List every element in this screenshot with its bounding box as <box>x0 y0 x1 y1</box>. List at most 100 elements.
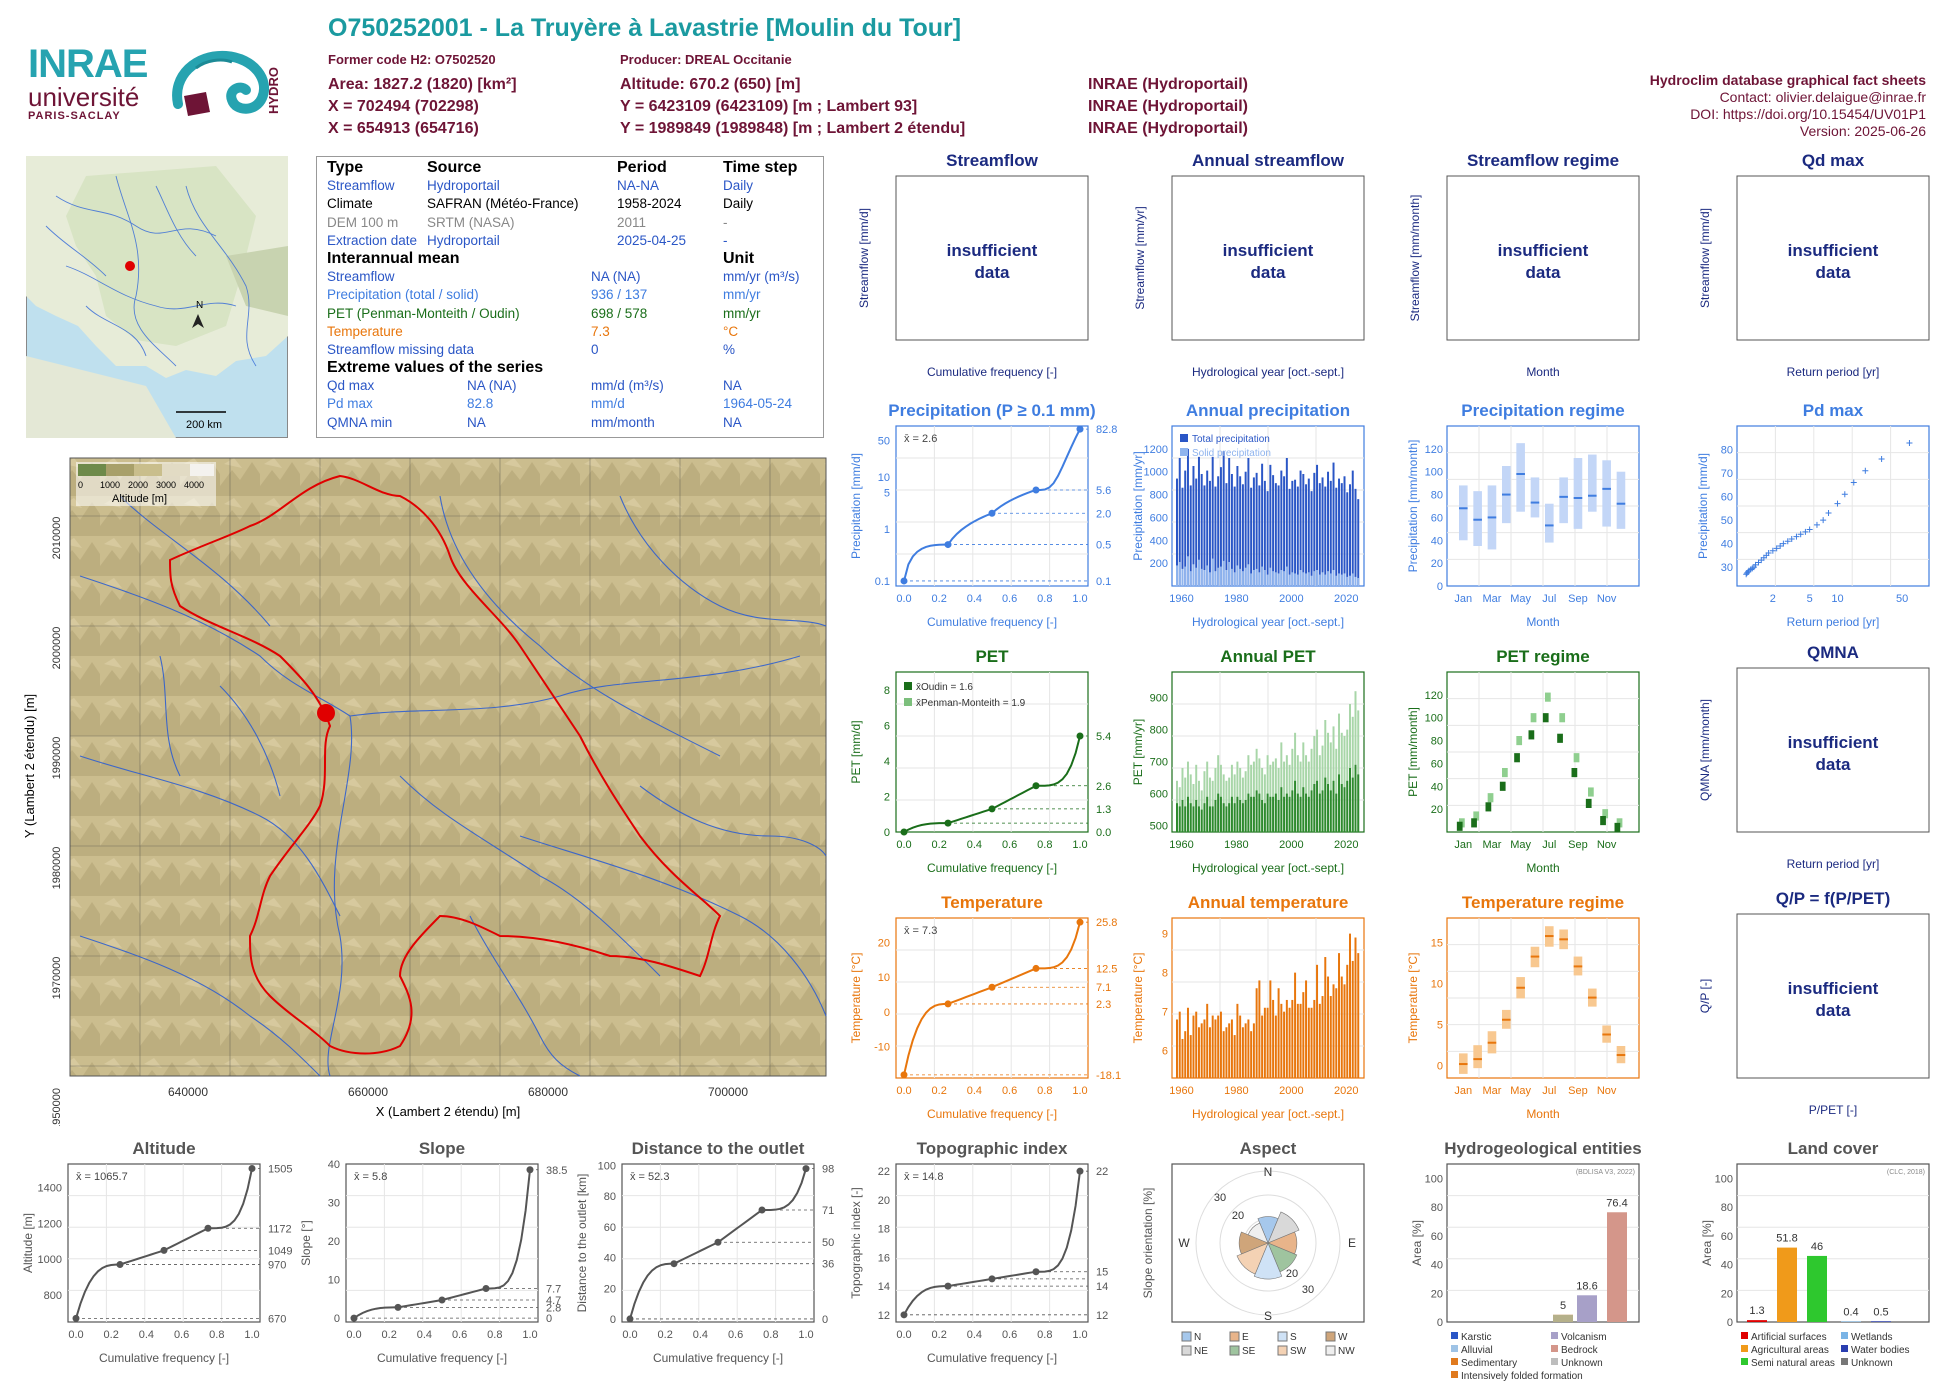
annual_streamflow-msg: data <box>1251 263 1287 282</box>
altitude-legend: 0 1000 2000 3000 4000 Altitude [m] <box>76 462 216 506</box>
altitude-point <box>248 1164 256 1172</box>
annual_precip-bar <box>1296 486 1299 586</box>
annual_temp-xtick: 1960 <box>1169 1085 1193 1097</box>
annual_precip-bar <box>1310 491 1313 586</box>
table-row: Streamflow Hydroportail NA-NA Daily <box>327 178 754 194</box>
annual_precip-bar <box>1222 451 1225 586</box>
topo-xtick: 0.4 <box>967 1329 982 1341</box>
altitude-point <box>116 1261 124 1269</box>
annual_precip-bar <box>1321 572 1324 586</box>
aspect-legend-key <box>1181 1345 1192 1356</box>
precip_regime-box <box>1530 477 1540 518</box>
pet_regime-box-oudin <box>1514 753 1520 763</box>
pd_max-point <box>1806 526 1813 533</box>
annual_precip-bar <box>1250 487 1253 586</box>
precip_cdf-ytick: 10 <box>878 472 890 484</box>
pet_regime-xtick: Mar <box>1482 839 1501 851</box>
qp-msg: insufficient <box>1788 979 1879 998</box>
temp_cdf-xtick: 0.6 <box>1002 1085 1017 1097</box>
annual_precip-bar <box>1280 570 1283 586</box>
annual_pet-bar <box>1239 800 1242 832</box>
annual_precip-bar <box>1261 463 1264 586</box>
annual_precip-bar <box>1186 448 1189 586</box>
aspect-ring <box>1219 1194 1317 1292</box>
annual_precip-bar <box>1321 477 1324 586</box>
annual_precip-bar <box>1272 571 1275 586</box>
annual_precip-bar <box>1340 574 1343 586</box>
precip_cdf-point <box>1032 486 1040 494</box>
annual_pet-bar <box>1357 710 1360 832</box>
topo-ytick: 16 <box>878 1252 890 1264</box>
annual_precip-bar <box>1277 485 1280 586</box>
temp_regime-xtick: Jul <box>1542 1085 1556 1097</box>
streamflow_regime-msg: insufficient <box>1498 241 1589 260</box>
annual_temp-xtick: 2020 <box>1334 1085 1358 1097</box>
annual_precip-bar <box>1313 571 1316 586</box>
svg-text:2010000: 2010000 <box>51 517 63 560</box>
landcover-legend: Water bodies <box>1851 1345 1910 1356</box>
annual_precip-bar <box>1200 568 1203 586</box>
landcover-bar <box>1807 1255 1827 1322</box>
annual_precip-bar <box>1181 487 1184 586</box>
annual_precip-bar <box>1263 570 1266 586</box>
slope-right-tick: 38.5 <box>546 1165 567 1177</box>
topo-ytick: 20 <box>878 1195 890 1207</box>
landcover-ytick: 20 <box>1721 1288 1733 1300</box>
annual_temp-bar <box>1247 1019 1250 1078</box>
annual_temp-bar <box>1283 1011 1286 1078</box>
annual_pet-bar <box>1316 780 1319 832</box>
annual_precip-bar <box>1343 476 1346 586</box>
annual_temp-ytick: 6 <box>1162 1046 1168 1058</box>
former-code: Former code H2: O7502520 <box>328 52 496 67</box>
annual_temp-bar <box>1318 1003 1321 1078</box>
annual_pet-bar <box>1252 796 1255 832</box>
annual_pet-bar <box>1340 732 1343 832</box>
annual_pet-bar <box>1332 726 1335 832</box>
annual_precip-bar <box>1335 575 1338 586</box>
temp_cdf-xtick: 0.4 <box>967 1085 982 1097</box>
annual_temp-bar <box>1332 984 1335 1078</box>
distance-xtick: 0.0 <box>622 1329 637 1341</box>
annual_precip-bar <box>1247 458 1250 586</box>
landcover-legend: Wetlands <box>1851 1332 1893 1343</box>
aspect-legend: W <box>1338 1332 1348 1343</box>
landcover-legend-key <box>1841 1345 1848 1352</box>
pd_max-point <box>1773 545 1780 552</box>
annual_pet-bar <box>1343 736 1346 832</box>
pet_cdf-legend: x̄Penman-Monteith = 1.9 <box>916 698 1026 709</box>
altitude-right-tick: 670 <box>268 1313 286 1325</box>
temp_regime-xtick: Jan <box>1454 1085 1472 1097</box>
annual_precip-bar <box>1302 572 1305 586</box>
annual_pet-bar <box>1261 800 1264 832</box>
pet_cdf-legend-key <box>904 682 912 690</box>
altitude-xtick: 0.0 <box>68 1329 83 1341</box>
svg-text:2000: 2000 <box>128 480 148 490</box>
qp-frame <box>1736 913 1930 1079</box>
altitude-ylabel: Altitude [m] <box>21 1213 35 1273</box>
annual_precip-bar <box>1299 470 1302 586</box>
annual_temp-bar <box>1236 1003 1239 1078</box>
altitude-point <box>204 1224 212 1232</box>
svg-text:640000: 640000 <box>168 1085 208 1099</box>
aspect-legend: NE <box>1194 1346 1208 1357</box>
annual_temp-bar <box>1335 988 1338 1078</box>
annual_precip-bar <box>1354 488 1357 586</box>
annual_precip-bar <box>1294 573 1297 586</box>
annual_precip-bar <box>1266 574 1269 586</box>
annual_temp-bar <box>1274 1015 1277 1078</box>
streamflow_regime-msg: data <box>1526 263 1562 282</box>
altitude-right-tick: 1172 <box>268 1223 292 1235</box>
info-table: Type Source Period Time step Streamflow H… <box>316 156 824 438</box>
annual_precip-bar <box>1203 570 1206 586</box>
pet_regime-xtick: Sep <box>1568 839 1588 851</box>
pet_cdf-xtick: 0.4 <box>967 839 982 851</box>
map-xlabel: X (Lambert 2 étendu) [m] <box>376 1104 521 1119</box>
annual_temp-bar <box>1313 999 1316 1078</box>
precip_cdf-point <box>1076 425 1084 433</box>
annual_precip-bar <box>1208 572 1211 586</box>
qmna-msg: data <box>1816 755 1852 774</box>
topo-point <box>988 1275 996 1283</box>
annual_pet-bar <box>1351 777 1354 832</box>
table-row: PET (Penman-Monteith / Oudin) 698 / 578 mm… <box>327 305 761 321</box>
hydrogeo-legend: Bedrock <box>1561 1345 1599 1356</box>
